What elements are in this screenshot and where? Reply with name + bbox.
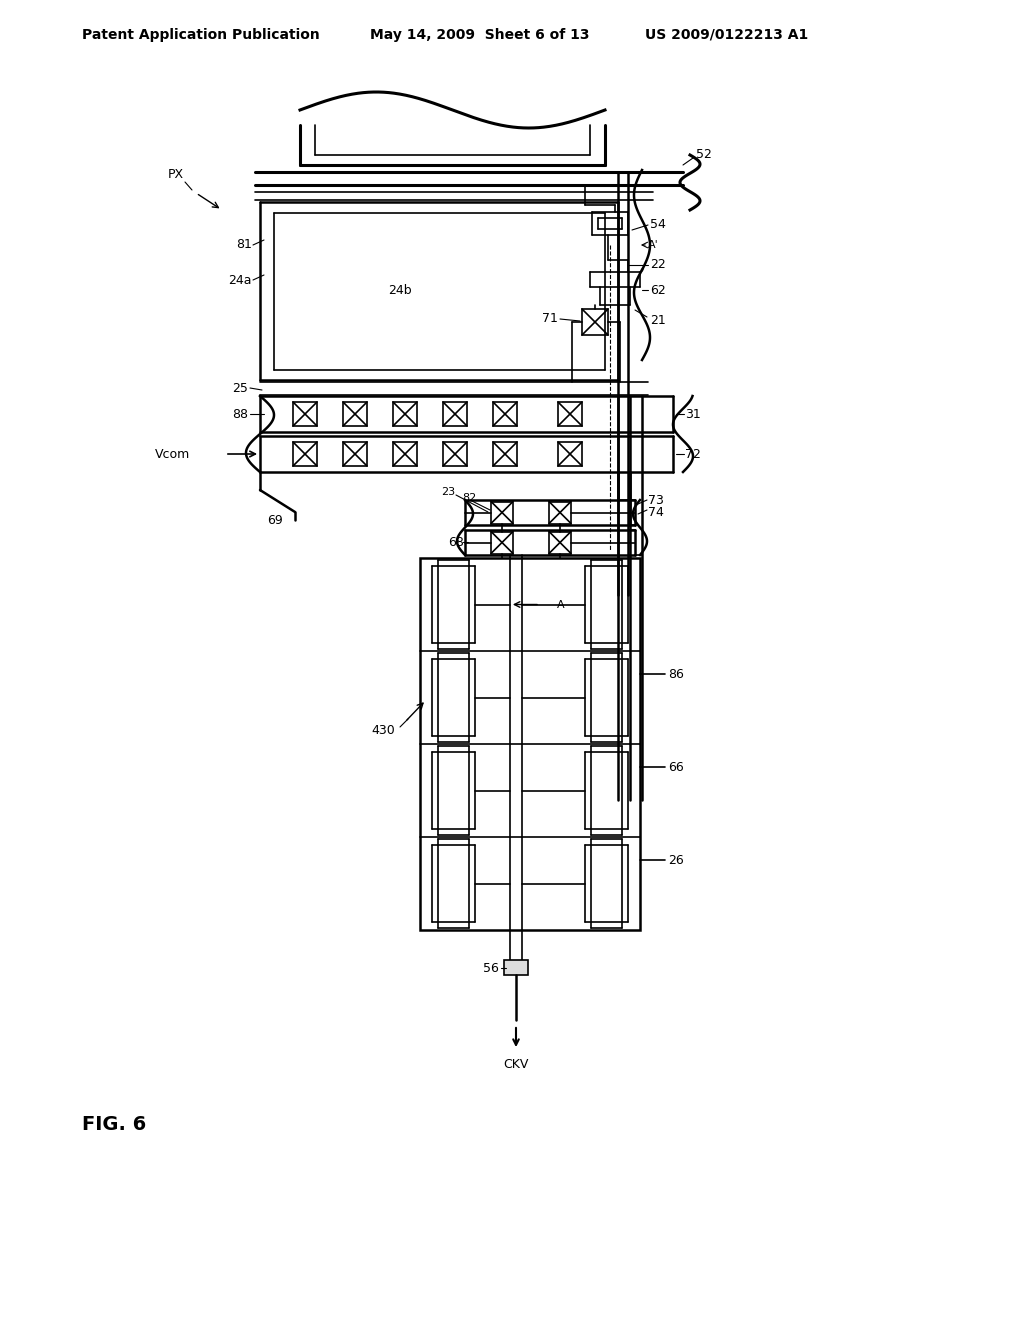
Bar <box>558 442 582 466</box>
Text: CKV: CKV <box>504 1059 528 1072</box>
Text: 62: 62 <box>650 284 666 297</box>
Text: 24a: 24a <box>228 273 252 286</box>
Bar <box>393 442 417 466</box>
Bar <box>549 502 571 524</box>
Text: 68: 68 <box>449 536 464 549</box>
Text: PX: PX <box>168 169 184 181</box>
Bar <box>490 532 513 553</box>
Text: 54: 54 <box>650 219 666 231</box>
Text: 31: 31 <box>685 408 700 421</box>
Bar <box>343 403 367 426</box>
Text: 69: 69 <box>267 513 283 527</box>
Bar <box>420 558 640 931</box>
Text: A': A' <box>648 240 658 249</box>
Text: 82: 82 <box>462 492 476 503</box>
Text: 25: 25 <box>232 381 248 395</box>
Text: 24b: 24b <box>388 284 412 297</box>
Text: 21: 21 <box>650 314 666 326</box>
Text: Patent Application Publication: Patent Application Publication <box>82 28 319 42</box>
Bar <box>493 403 517 426</box>
Text: 73: 73 <box>648 494 664 507</box>
Text: 66: 66 <box>668 760 684 774</box>
Text: 56: 56 <box>483 961 499 974</box>
Text: May 14, 2009  Sheet 6 of 13: May 14, 2009 Sheet 6 of 13 <box>370 28 590 42</box>
Bar <box>443 403 467 426</box>
Text: 52: 52 <box>696 149 712 161</box>
Text: FIG. 6: FIG. 6 <box>82 1115 146 1134</box>
Text: 26: 26 <box>668 854 684 867</box>
Bar <box>343 442 367 466</box>
Bar <box>490 502 513 524</box>
Text: 74: 74 <box>648 506 664 519</box>
Text: A: A <box>557 599 564 610</box>
Text: 81: 81 <box>237 239 252 252</box>
Bar <box>558 403 582 426</box>
Bar <box>393 403 417 426</box>
Text: 72: 72 <box>685 447 700 461</box>
Text: 86: 86 <box>668 668 684 681</box>
Bar <box>293 442 317 466</box>
Bar <box>493 442 517 466</box>
Text: US 2009/0122213 A1: US 2009/0122213 A1 <box>645 28 808 42</box>
Bar <box>549 532 571 553</box>
Text: 88: 88 <box>232 408 248 421</box>
Text: Vcom: Vcom <box>155 447 190 461</box>
Bar <box>293 403 317 426</box>
Text: 430: 430 <box>372 723 395 737</box>
Text: 23: 23 <box>441 487 455 498</box>
Bar <box>504 960 528 975</box>
Text: 22: 22 <box>650 259 666 272</box>
Bar <box>443 442 467 466</box>
Text: 71: 71 <box>542 312 558 325</box>
Bar <box>582 309 608 335</box>
